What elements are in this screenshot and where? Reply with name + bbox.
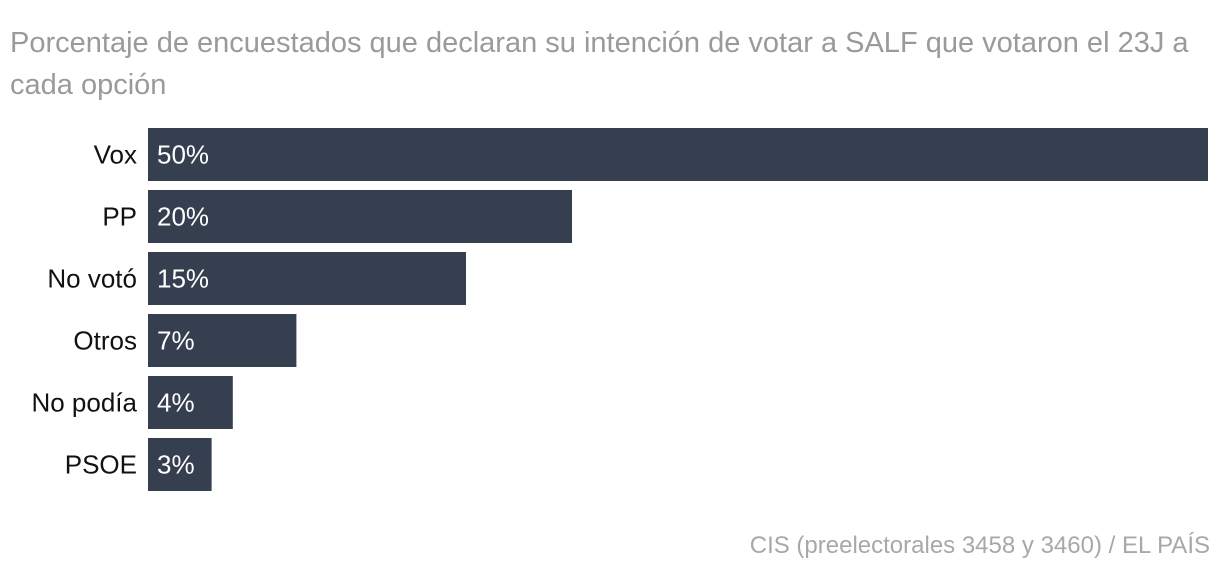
category-label: No votó bbox=[47, 264, 137, 294]
category-label: PSOE bbox=[65, 450, 137, 480]
category-label: No podía bbox=[31, 388, 137, 418]
category-label: PP bbox=[102, 202, 137, 232]
bar-4 bbox=[148, 376, 233, 429]
bar-5 bbox=[148, 438, 212, 491]
chart-title: Porcentaje de encuestados que declaran s… bbox=[10, 27, 1189, 101]
bar-0 bbox=[148, 128, 1208, 181]
value-label: 20% bbox=[157, 202, 209, 232]
bar-2 bbox=[148, 252, 466, 305]
value-label: 3% bbox=[157, 450, 195, 480]
value-label: 7% bbox=[157, 326, 195, 356]
bar-1 bbox=[148, 190, 572, 243]
value-label: 15% bbox=[157, 264, 209, 294]
bar-3 bbox=[148, 314, 297, 367]
value-label: 50% bbox=[157, 140, 209, 170]
category-label: Otros bbox=[73, 326, 137, 356]
chart-source: CIS (preelectorales 3458 y 3460) / EL PA… bbox=[749, 532, 1210, 559]
value-label: 4% bbox=[157, 388, 195, 418]
category-label: Vox bbox=[94, 140, 137, 170]
